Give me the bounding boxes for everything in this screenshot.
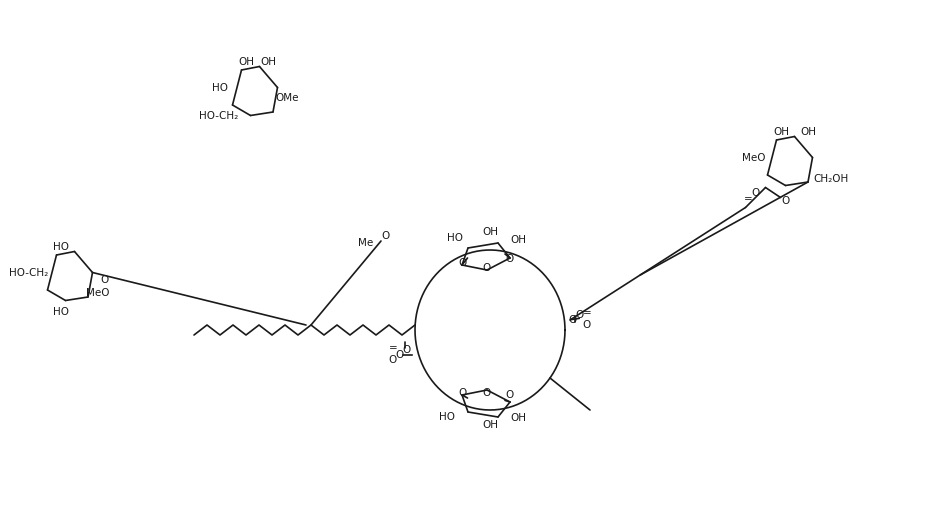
Text: Me: Me — [358, 238, 373, 248]
Text: HO-CH₂: HO-CH₂ — [9, 267, 49, 278]
Text: O: O — [781, 195, 789, 206]
Text: =: = — [743, 194, 752, 205]
Text: HO: HO — [439, 412, 455, 422]
Text: OH: OH — [772, 127, 788, 137]
Text: MeO: MeO — [86, 288, 110, 299]
Text: O: O — [402, 345, 411, 355]
Text: HO: HO — [53, 307, 69, 317]
Text: O: O — [582, 320, 591, 330]
Text: O: O — [482, 388, 490, 398]
Text: O: O — [568, 315, 577, 325]
Text: O: O — [388, 355, 397, 365]
Text: O: O — [395, 350, 403, 360]
Text: HO: HO — [53, 242, 69, 252]
Text: O: O — [382, 231, 389, 241]
Text: OH: OH — [509, 235, 525, 245]
Text: O: O — [482, 263, 490, 273]
Text: OH: OH — [509, 413, 525, 423]
Text: =: = — [582, 308, 591, 318]
Text: OMe: OMe — [275, 93, 299, 103]
Text: OH: OH — [481, 420, 497, 430]
Text: HO: HO — [446, 233, 462, 243]
Text: O: O — [458, 388, 466, 398]
Text: OH: OH — [481, 227, 497, 237]
Text: O: O — [101, 274, 109, 285]
Text: MeO: MeO — [741, 152, 765, 163]
Text: O: O — [505, 390, 514, 401]
Text: OH: OH — [260, 57, 276, 67]
Text: O: O — [751, 187, 759, 198]
Text: O: O — [576, 310, 583, 320]
Text: CH₂OH: CH₂OH — [813, 173, 848, 184]
Text: O: O — [458, 258, 466, 268]
Text: HO-CH₂: HO-CH₂ — [198, 110, 238, 121]
Text: HO: HO — [212, 83, 227, 92]
Text: OH: OH — [799, 127, 815, 137]
Text: =: = — [388, 343, 397, 353]
Text: OH: OH — [238, 57, 254, 67]
Text: O: O — [505, 254, 514, 264]
